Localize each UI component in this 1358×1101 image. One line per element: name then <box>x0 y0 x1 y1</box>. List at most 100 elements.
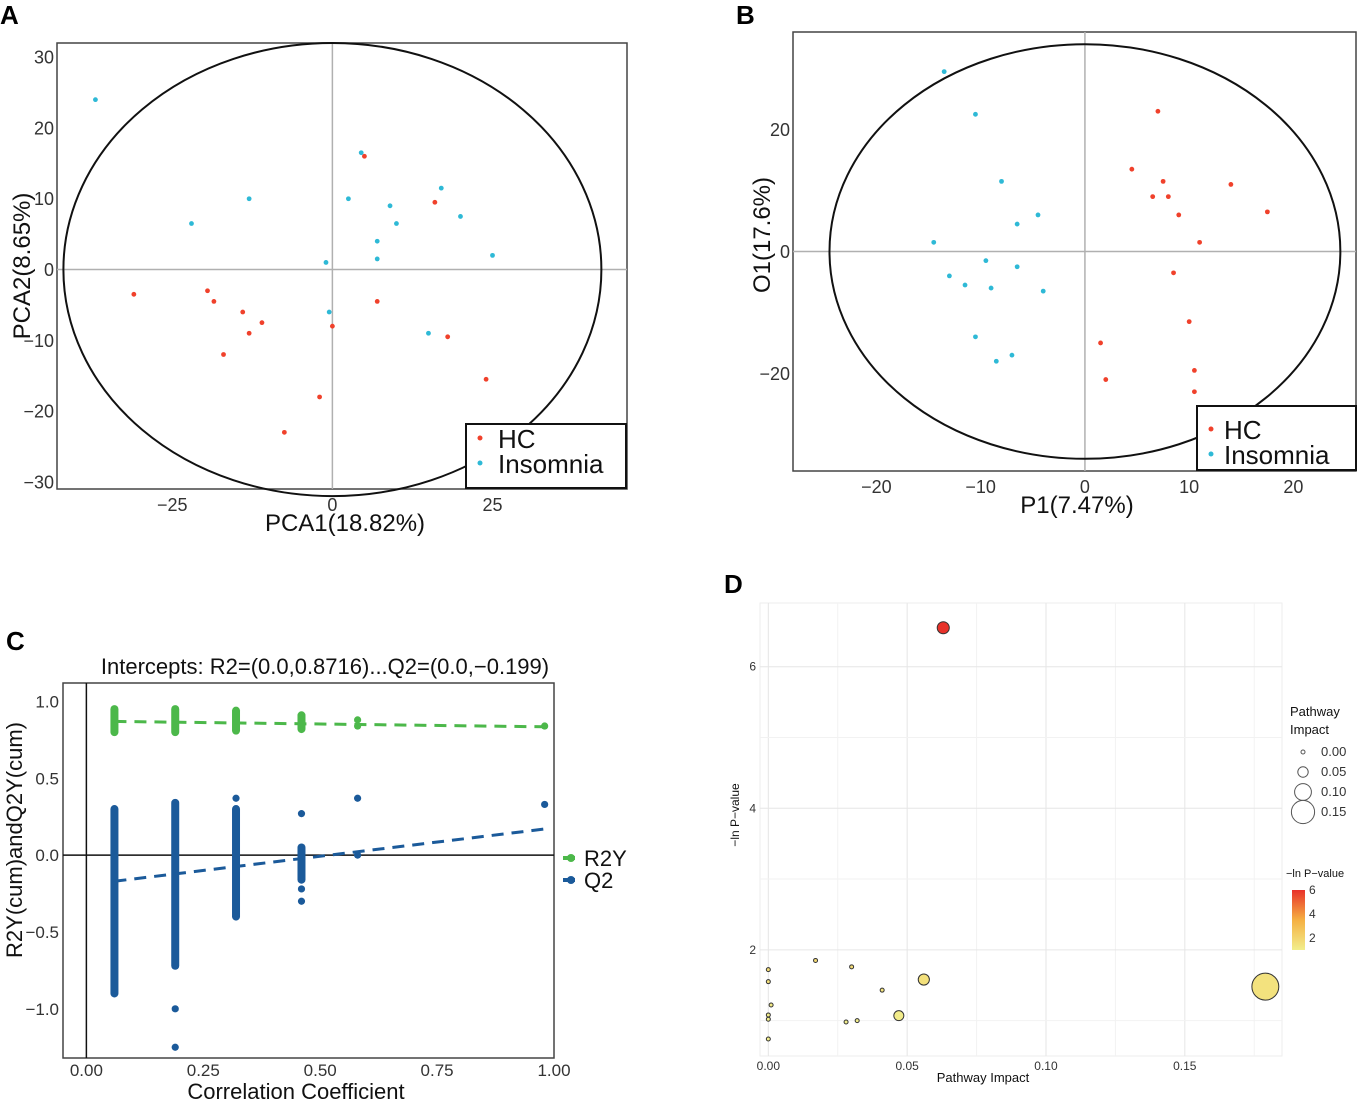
panel-a-hc-point <box>240 309 246 315</box>
panel-b-legend-hc-label: HC <box>1224 415 1262 445</box>
panel-b-x-tick-label: −10 <box>965 477 996 497</box>
panel-a-insomnia-point <box>438 185 444 191</box>
panel-b-hc-point <box>1191 367 1197 373</box>
panel-a-insomnia-point <box>189 221 194 226</box>
panel-c-q2-point <box>354 794 362 802</box>
panel-a-insomnia-point <box>394 221 399 226</box>
panel-d-pathway-bubble <box>765 1036 771 1042</box>
panel-d-pathway-bubble <box>843 1019 849 1025</box>
panel-b-y-tick-label: 0 <box>780 242 790 262</box>
panel-b-insomnia-point <box>983 258 989 264</box>
panel-b-hc-point <box>1160 178 1166 184</box>
panel-a-y-tick-label: 20 <box>34 118 54 138</box>
panel-d-size-legend-marker <box>1300 749 1306 755</box>
panel-a-insomnia-point <box>374 238 380 244</box>
panel-d-y-tick-label: 4 <box>749 801 756 815</box>
panel-b-hc-point <box>1155 108 1161 114</box>
panel-d-x-axis-title: Pathway Impact <box>937 1070 1030 1085</box>
panel-a-legend-hc-marker <box>477 435 483 441</box>
panel-c-x-tick-label: 0.00 <box>70 1061 103 1080</box>
panel-d-y-tick-label: 6 <box>749 660 756 674</box>
panel-a-hc-point <box>221 352 226 357</box>
panel-c-title: Intercepts: R2=(0.0,0.8716)...Q2=(0.0,−0… <box>101 654 549 679</box>
panel-b-hc-point <box>1171 270 1176 276</box>
panel-d-pathway-bubble <box>917 973 930 986</box>
panel-c-x-tick-label: 0.50 <box>304 1061 337 1080</box>
panel-b-legend-insomnia-marker <box>1208 451 1214 457</box>
panel-c-y-tick-label: 1.0 <box>35 692 59 711</box>
panel-a-y-tick-label: 10 <box>34 189 54 209</box>
panel-d-pathway-bubble <box>936 621 950 635</box>
panel-d-size-legend-label: 0.05 <box>1321 764 1346 779</box>
panel-d-color-legend-label: 4 <box>1309 907 1316 921</box>
panel-b-insomnia-point <box>973 334 978 340</box>
panel-c-legend-q2-marker <box>567 876 575 884</box>
panel-b-hc-point <box>1186 319 1192 325</box>
panel-b-insomnia-point <box>988 285 994 291</box>
panel-d-pathway-bubble <box>765 979 771 985</box>
panel-d-pathway-bubble <box>879 987 885 993</box>
panel-label-b: B <box>736 0 755 30</box>
panel-a-hc-point <box>362 153 367 159</box>
panel-label-d: D <box>724 569 743 599</box>
panel-b-insomnia-point <box>1035 212 1041 218</box>
panel-d-pathway-bubble <box>765 967 771 973</box>
panel-c-legend-r2y-marker <box>567 854 575 862</box>
panel-d-size-legend: Pathway Impact 0.00 0.05 0.10 0.15 <box>1290 704 1346 825</box>
panel-b-y-tick-label: −20 <box>759 364 790 384</box>
panel-d-size-legend-label: 0.15 <box>1321 804 1346 819</box>
panel-a-hc-point <box>131 291 137 297</box>
panel-b-insomnia-point <box>1040 288 1046 294</box>
panel-d-color-legend: −ln P−value 6 4 2 <box>1286 868 1344 950</box>
panel-c-frame <box>62 682 555 1059</box>
panel-a-insomnia-point <box>323 260 329 265</box>
panel-d-color-legend-label: 2 <box>1309 931 1316 945</box>
panel-d-pathway-bubble <box>854 1018 860 1024</box>
panel-a-insomnia-point <box>326 309 332 315</box>
panel-d-y-axis-title: −ln P−value <box>728 783 742 847</box>
panel-a-x-tick-label: −25 <box>157 495 188 515</box>
panel-b-insomnia-point <box>962 282 968 288</box>
panel-a-insomnia-point <box>387 203 393 209</box>
panel-a-legend-hc-label: HC <box>498 424 536 454</box>
panel-c-y-tick-label: 0.5 <box>35 769 59 788</box>
panel-a-hc-point <box>281 429 287 435</box>
panel-b-y-tick-label: 20 <box>770 120 790 140</box>
panel-a-legend-box <box>465 423 627 489</box>
panel-a-pca-plot: −25 0 25 30 20 10 0 −10 −20 −30 PCA1(18.82%) PCA… <box>9 41 628 537</box>
panel-c-y-tick-label: −0.5 <box>25 923 59 942</box>
panel-c-permutation-plot: Intercepts: R2=(0.0,0.8716)...Q2=(0.0,−0… <box>2 654 627 1101</box>
panel-c-q2-point <box>171 1043 179 1051</box>
panel-b-x-tick-label: −20 <box>861 477 892 497</box>
panel-b-legend-insomnia-label: Insomnia <box>1224 440 1330 470</box>
panel-b-insomnia-point <box>973 111 978 117</box>
panel-a-hc-point <box>317 394 322 400</box>
panel-d-pathway-bubble <box>813 957 819 963</box>
panel-a-hc-point <box>445 334 451 340</box>
panel-b-hc-point <box>1129 166 1135 172</box>
panel-a-hc-point <box>432 199 438 205</box>
panel-b-hc-point <box>1191 389 1197 395</box>
panel-label-c: C <box>6 626 25 656</box>
panel-d-pathway-bubble <box>849 964 855 970</box>
panel-b-x-tick-label: 10 <box>1179 477 1199 497</box>
panel-b-oplsda-plot: −20 −10 0 10 20 20 0 −20 P1(7.47%) O1(17.6%) H… <box>749 31 1357 519</box>
panel-c-y-tick-label: −1.0 <box>25 1000 59 1019</box>
panel-b-hc-point <box>1165 194 1171 200</box>
panel-c-y-tick-label: 0.0 <box>35 846 59 865</box>
panel-a-hc-point <box>374 298 380 304</box>
panel-b-insomnia-point <box>1014 221 1020 227</box>
panel-a-hc-point <box>483 376 489 382</box>
panel-b-x-axis-title: P1(7.47%) <box>1020 492 1133 519</box>
panel-c-q2-point <box>171 1005 179 1013</box>
panel-b-insomnia-point <box>993 358 999 364</box>
panel-c-q2-point <box>297 897 306 905</box>
panel-d-x-tick-label: 0.15 <box>1173 1059 1197 1073</box>
panel-a-insomnia-point <box>93 97 98 103</box>
panel-d-size-legend-marker <box>1297 766 1309 778</box>
panel-b-x-tick-label: 0 <box>1080 477 1090 497</box>
panel-c-q2-point <box>232 794 240 802</box>
panel-c-q2-point <box>297 885 306 893</box>
panel-b-x-tick-label: 20 <box>1283 477 1303 497</box>
panel-a-y-axis-title: PCA2(8.65%) <box>9 193 36 340</box>
